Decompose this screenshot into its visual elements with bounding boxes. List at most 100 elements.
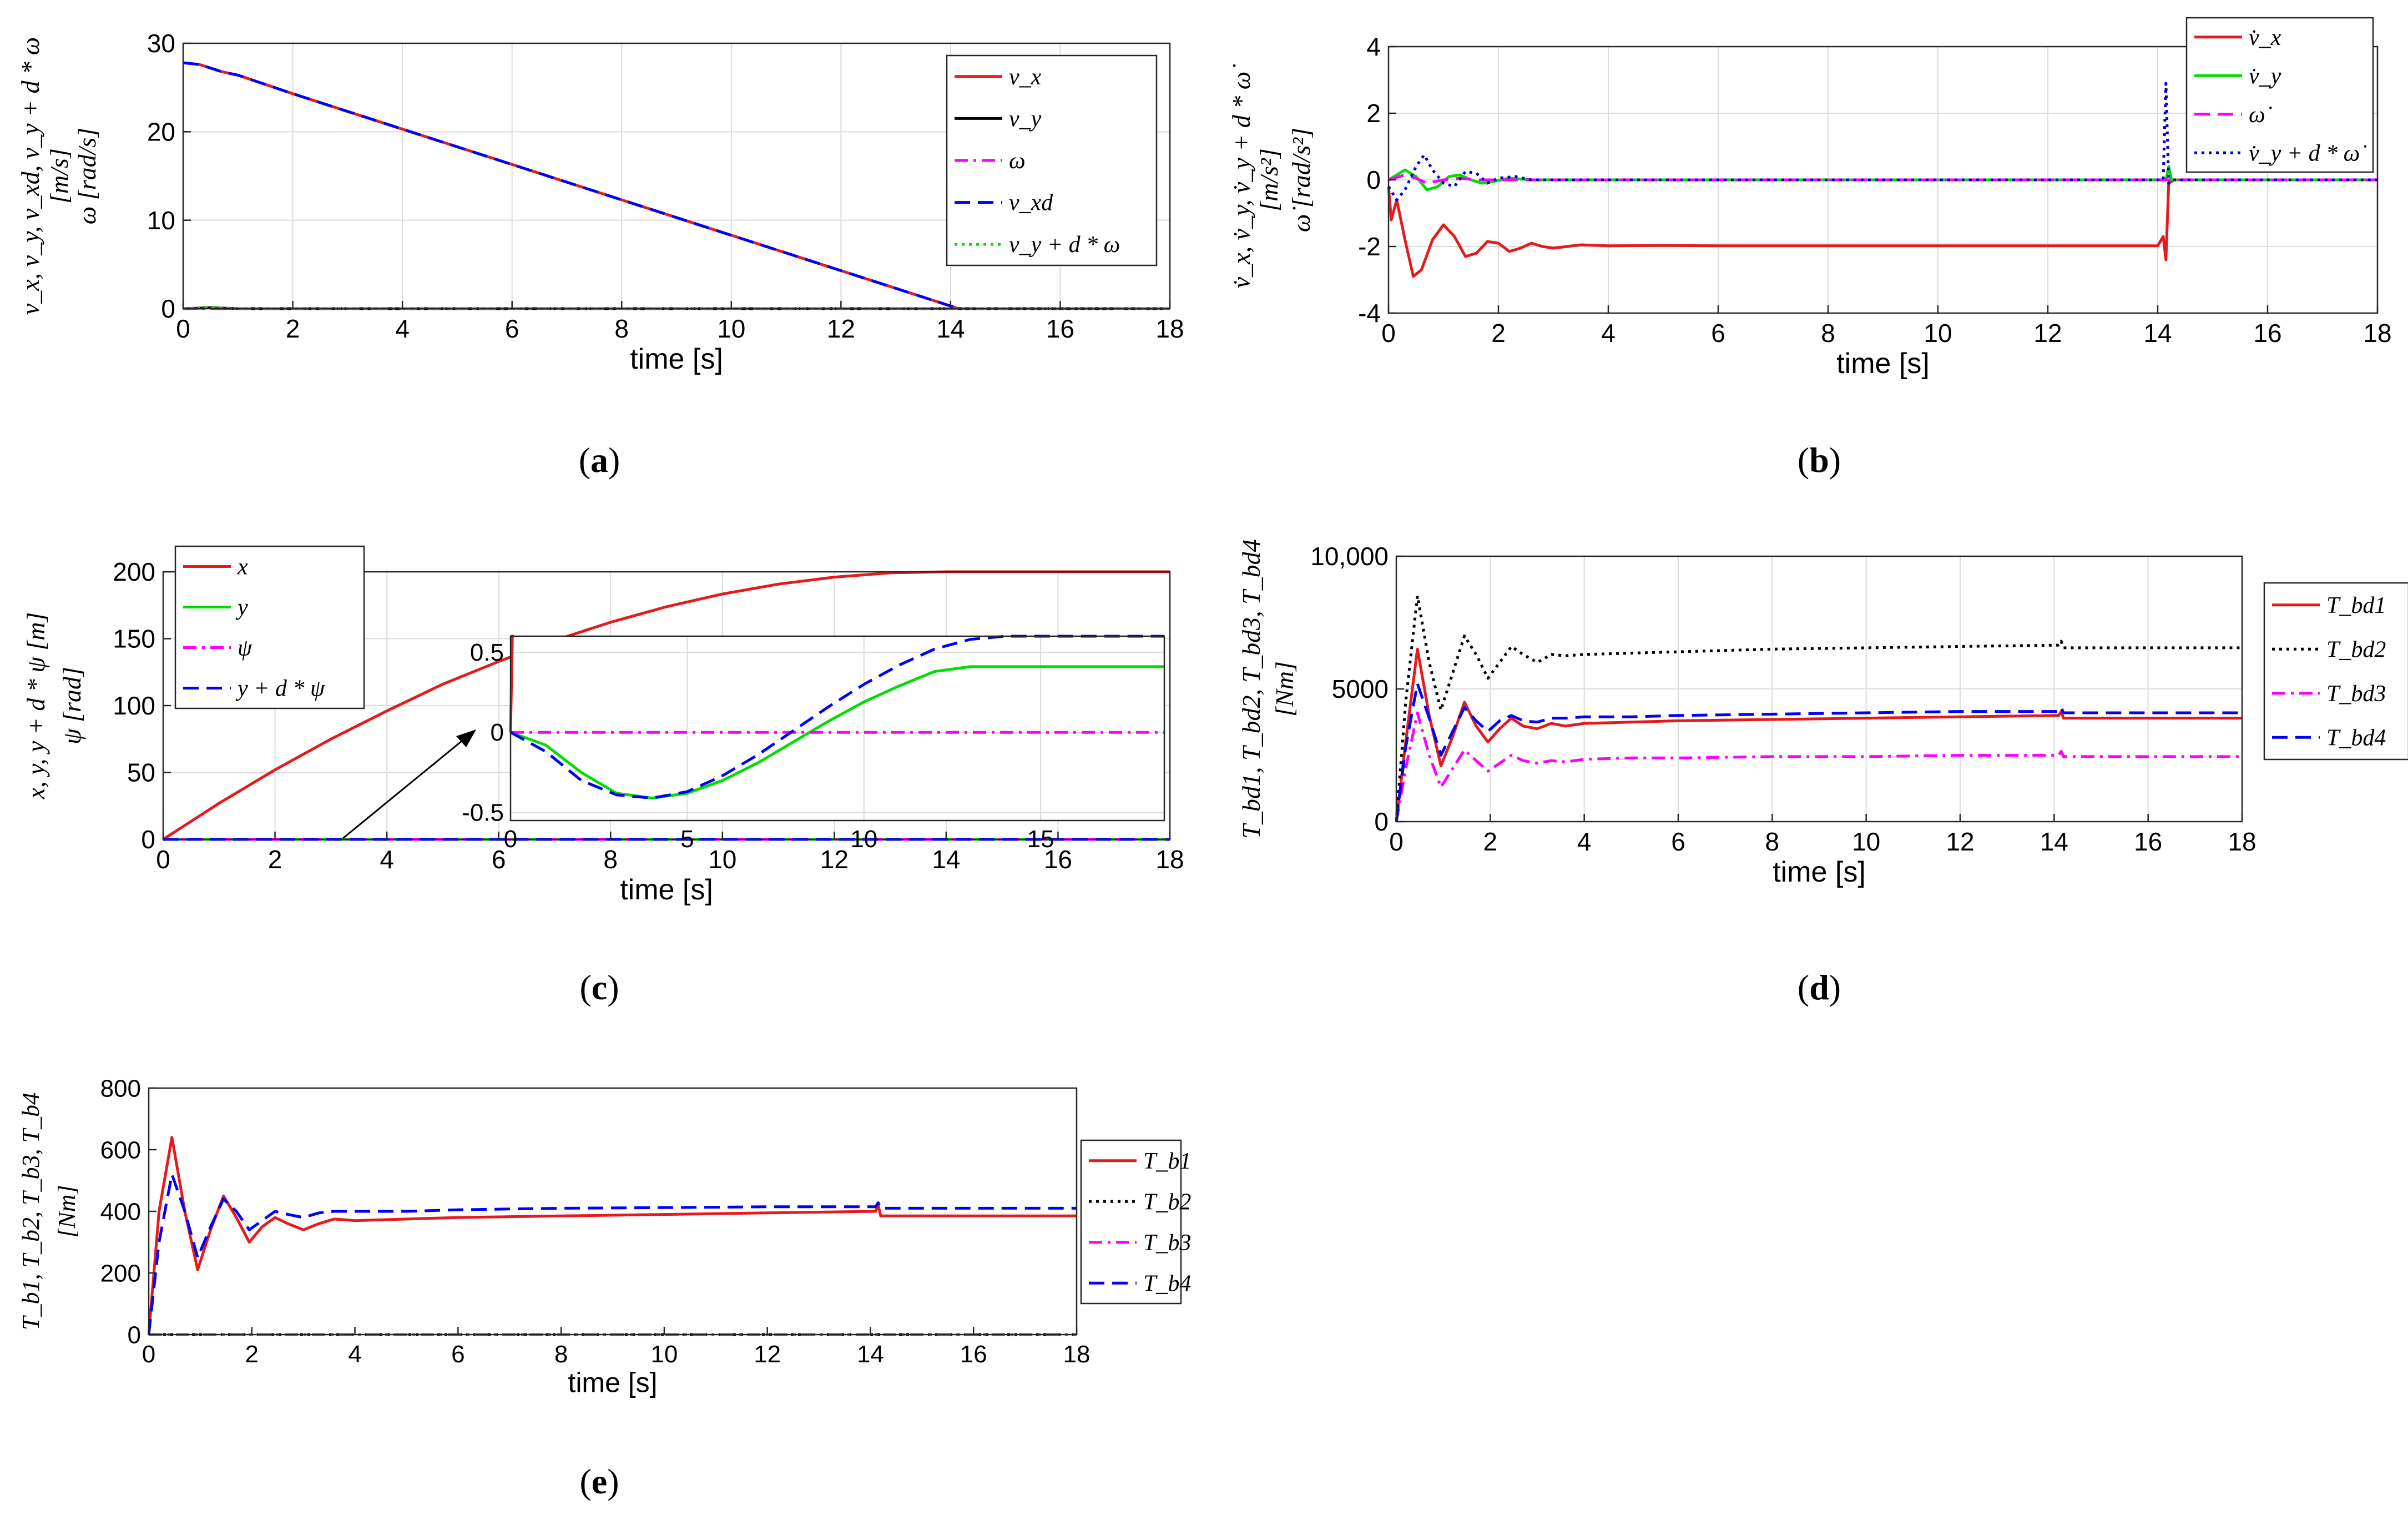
legend: T_bd1 T_bd2 T_bd3 T_bd4 xyxy=(2263,582,2408,761)
y-tick-label: 0 xyxy=(141,825,155,854)
x-tick-label: 14 xyxy=(932,845,960,874)
figure-caption: (a) xyxy=(579,440,620,480)
y-tick-label: 50 xyxy=(127,758,155,787)
x-tick-label: 8 xyxy=(603,845,618,874)
x-tick-label: 12 xyxy=(754,1341,781,1368)
y-tick-label: 0 xyxy=(161,294,175,323)
legend-label: T_bd4 xyxy=(2326,725,2386,751)
y-axis-label: x, y, y + d * ψ [m] xyxy=(22,612,50,800)
caption-letter: b xyxy=(1809,440,1829,480)
inset-x-tick-label: 0 xyxy=(504,826,517,853)
y-axis-label: v_x, v_y, v_xd, v_y + d * ω xyxy=(16,37,44,315)
x-tick-label: 2 xyxy=(286,314,300,343)
series-line-x xyxy=(162,570,1170,841)
x-tick-label: 10 xyxy=(650,1341,678,1368)
y-axis-label: ψ [rad] xyxy=(58,667,86,744)
x-tick-label: 0 xyxy=(1389,827,1404,856)
x-tick-label: 4 xyxy=(395,314,410,343)
y-tick-label: 0 xyxy=(1374,807,1389,836)
x-tick-label: 0 xyxy=(156,845,170,874)
x-tick-label: 16 xyxy=(2253,319,2281,348)
x-tick-label: 18 xyxy=(1155,845,1184,874)
figure-caption: (c) xyxy=(579,968,619,1007)
x-tick-label: 16 xyxy=(1044,845,1072,874)
x-tick-label: 10 xyxy=(1924,319,1952,348)
axes-frame xyxy=(182,42,1171,310)
y-tick-label: 0 xyxy=(128,1321,141,1348)
inset-x-tick-label: 10 xyxy=(850,826,877,853)
x-tick-label: 18 xyxy=(1155,314,1184,343)
legend-label: T_b2 xyxy=(1143,1189,1191,1215)
caption-open: ( xyxy=(579,440,590,480)
y-axis-label: ω̇ [rad/s²] xyxy=(1287,128,1315,232)
x-tick-label: 10 xyxy=(708,845,736,874)
y-tick-label: 800 xyxy=(100,1075,141,1102)
x-tick-label: 6 xyxy=(492,845,506,874)
caption-close: ) xyxy=(608,440,620,480)
legend-label: v_y xyxy=(1009,106,1042,132)
legend-box xyxy=(1080,1139,1182,1305)
y-tick-label: -2 xyxy=(1358,232,1381,261)
caption-open: ( xyxy=(1798,968,1809,1007)
legend-label: y xyxy=(235,595,248,621)
chart-a: 0 2 4 6 8 10 12 14 16 18 0 10 20 30 time [s] v_x, v_y, … xyxy=(16,29,1184,480)
inset-chart: 0 5 10 15-0.500.5 xyxy=(342,635,1165,853)
x-tick-label: 6 xyxy=(451,1341,465,1368)
y-tick-label: 150 xyxy=(113,625,155,653)
caption-close: ) xyxy=(607,1462,619,1501)
x-axis-label: time [s] xyxy=(630,343,723,375)
x-axis-label: time [s] xyxy=(1836,348,1930,380)
y-tick-label: 2 xyxy=(1366,99,1381,128)
y-axis-label: T_b1, T_b2, T_b3, T_b4 xyxy=(17,1093,44,1330)
x-tick-label: 14 xyxy=(2143,319,2172,348)
caption-letter: d xyxy=(1809,968,1829,1007)
legend-label: T_bd3 xyxy=(2326,681,2386,707)
x-tick-label: 16 xyxy=(960,1341,987,1368)
legend-label: v̇_y + d * ω̇ xyxy=(2249,140,2366,166)
legend-label: ψ xyxy=(238,636,253,661)
x-tick-label: 2 xyxy=(268,845,282,874)
x-tick-label: 4 xyxy=(380,845,394,874)
caption-letter: a xyxy=(590,440,608,480)
series-line-t-bd1 xyxy=(1395,647,2242,822)
caption-close: ) xyxy=(1829,440,1841,480)
caption-close: ) xyxy=(1829,968,1841,1007)
y-tick-label: 200 xyxy=(113,557,155,586)
y-tick-label: 200 xyxy=(100,1260,141,1287)
legend-label: T_b3 xyxy=(1143,1230,1191,1256)
x-tick-label: 12 xyxy=(827,314,855,343)
series-line-t-bd4 xyxy=(1395,682,2242,822)
x-tick-label: 8 xyxy=(1821,319,1835,348)
legend-label: v̇_y xyxy=(2249,63,2281,89)
x-tick-label: 4 xyxy=(1577,827,1592,856)
inset-arrow xyxy=(342,737,466,839)
x-tick-label: 14 xyxy=(2040,827,2068,856)
chart-e: 0 2 4 6 8 10 12 14 16 18 0 200 400 600 800 time [s] T_b1… xyxy=(17,1075,1191,1501)
inset-y-tick-label: -0.5 xyxy=(462,799,504,827)
caption-open: ( xyxy=(1798,440,1809,480)
inset-x-tick-label: 15 xyxy=(1027,826,1054,853)
legend: xyψ y + d * ψ xyxy=(174,545,365,709)
figure-caption: (b) xyxy=(1798,440,1841,480)
legend-label: T_b4 xyxy=(1143,1271,1191,1296)
y-tick-label: 5000 xyxy=(1332,675,1389,703)
x-tick-label: 18 xyxy=(2363,319,2391,348)
series-line-t-bd3 xyxy=(1395,711,2242,822)
caption-letter: c xyxy=(592,968,607,1007)
legend-label: T_bd2 xyxy=(2326,637,2386,662)
legend-label: ω xyxy=(1009,148,1026,174)
y-tick-label: 20 xyxy=(147,117,175,146)
y-tick-label: 100 xyxy=(113,691,155,720)
series-line-v-xd xyxy=(183,61,1170,310)
series-line-v-y xyxy=(1387,165,2377,192)
y-tick-label: -4 xyxy=(1358,299,1381,328)
caption-close: ) xyxy=(607,968,619,1007)
legend-label: v_y + d * ω xyxy=(1009,232,1120,258)
y-tick-label: 10 xyxy=(147,206,175,235)
legend: v̇_xv̇_yω̇v̇_y + d * ω̇ xyxy=(2185,17,2374,173)
series-group xyxy=(1387,82,2377,278)
series-line-v-y-d- xyxy=(1387,82,2377,202)
plot-area xyxy=(149,1088,1077,1335)
x-tick-label: 14 xyxy=(936,314,965,343)
y-axis-label: [m/s²] xyxy=(1255,148,1283,212)
